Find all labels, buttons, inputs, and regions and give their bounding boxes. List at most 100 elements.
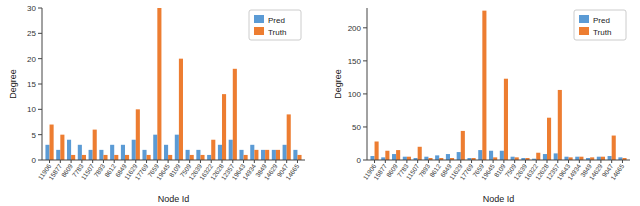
x-tick: [460, 160, 461, 163]
bar: [276, 150, 280, 160]
y-tick-label: 30: [27, 4, 36, 13]
bar: [536, 153, 540, 160]
x-tick: [243, 160, 244, 163]
bar: [250, 145, 254, 160]
x-tick: [168, 160, 169, 163]
x-tick: [297, 160, 298, 163]
x-tick: [71, 160, 72, 163]
x-tick: [81, 160, 82, 163]
bar: [56, 150, 60, 160]
bar: [272, 150, 276, 160]
bar: [78, 145, 82, 160]
x-tick: [222, 160, 223, 163]
y-tick: [38, 58, 42, 59]
bar: [482, 11, 486, 160]
legend-swatch: [579, 27, 589, 35]
x-tick: [232, 160, 233, 163]
bar: [89, 150, 93, 160]
y-tick: [38, 160, 42, 161]
legend-label: Truth: [593, 28, 611, 37]
y-axis: [42, 8, 43, 160]
x-tick: [514, 160, 515, 163]
bar: [207, 155, 211, 160]
y-tick-label: 50: [352, 123, 361, 132]
x-tick: [557, 160, 558, 163]
bar: [50, 125, 54, 160]
x-tick: [406, 160, 407, 163]
bar: [164, 145, 168, 160]
legend-label: Pred: [268, 16, 285, 25]
y-tick: [363, 160, 367, 161]
bar: [233, 69, 237, 160]
y-axis-label: Degree: [333, 69, 343, 99]
bar: [293, 150, 297, 160]
bar: [375, 141, 379, 160]
y-tick: [363, 27, 367, 28]
bar: [254, 150, 258, 160]
x-tick: [503, 160, 504, 163]
y-tick: [38, 33, 42, 34]
x-tick: [103, 160, 104, 163]
y-tick-label: 200: [348, 24, 362, 33]
bar: [385, 151, 389, 160]
bar: [244, 155, 248, 160]
x-tick: [590, 160, 591, 163]
bar: [99, 150, 103, 160]
bar: [136, 109, 140, 160]
bar: [82, 155, 86, 160]
bar: [239, 150, 243, 160]
x-tick: [178, 160, 179, 163]
x-tick: [600, 160, 601, 163]
x-tick: [60, 160, 61, 163]
bar: [543, 154, 547, 160]
y-tick-label: 0: [357, 156, 362, 165]
bar: [547, 118, 551, 160]
bar: [60, 135, 64, 160]
bar: [196, 150, 200, 160]
bar: [222, 94, 226, 160]
x-tick: [525, 160, 526, 163]
bar: [287, 114, 291, 160]
bar: [142, 150, 146, 160]
x-tick: [536, 160, 537, 163]
y-tick-label: 0: [32, 156, 37, 165]
bar: [45, 145, 49, 160]
y-tick-label: 15: [27, 80, 36, 89]
bar: [558, 90, 562, 160]
bar: [67, 140, 71, 160]
y-tick-label: 5: [32, 131, 37, 140]
bar: [132, 140, 136, 160]
x-tick: [439, 160, 440, 163]
y-tick-label: 25: [27, 29, 36, 38]
x-tick: [157, 160, 158, 163]
y-tick: [38, 109, 42, 110]
bar: [392, 154, 396, 160]
x-tick: [493, 160, 494, 163]
bar: [200, 155, 204, 160]
bar: [93, 130, 97, 160]
legend-label: Truth: [268, 28, 286, 37]
x-tick: [286, 160, 287, 163]
legend-swatch: [579, 15, 589, 23]
x-tick: [189, 160, 190, 163]
x-tick: [547, 160, 548, 163]
bar: [283, 145, 287, 160]
legend-swatch: [254, 27, 264, 35]
x-tick: [385, 160, 386, 163]
x-tick: [135, 160, 136, 163]
x-tick: [417, 160, 418, 163]
bar: [265, 150, 269, 160]
bar: [612, 136, 616, 160]
legend-swatch: [254, 15, 264, 23]
legend: Pred Truth: [574, 10, 626, 40]
y-axis: [367, 8, 368, 160]
y-tick-label: 20: [27, 55, 36, 64]
bar: [157, 8, 161, 160]
bar: [500, 151, 504, 160]
legend-label: Pred: [593, 16, 610, 25]
y-tick-label: 10: [27, 105, 36, 114]
bar: [608, 156, 612, 160]
bar: [179, 59, 183, 160]
bar: [114, 155, 118, 160]
bar: [168, 155, 172, 160]
